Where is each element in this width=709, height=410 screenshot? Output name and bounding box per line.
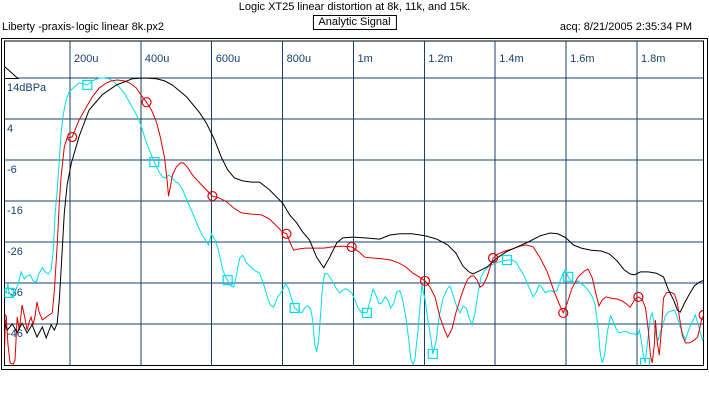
cursor-wedge-marker[interactable] — [4, 65, 20, 79]
x-tick-label: 1.8m — [641, 53, 665, 65]
outer-frame — [1, 38, 708, 370]
circle-marker — [698, 309, 704, 321]
circle-marker — [281, 228, 292, 239]
file-name: logic linear 8k.px2 — [76, 21, 165, 33]
square-marker — [361, 307, 373, 319]
analytic-signal-button[interactable]: Analytic Signal — [312, 15, 397, 30]
markers-red-trace — [4, 97, 704, 323]
square-marker — [149, 156, 160, 168]
square-marker — [82, 79, 93, 91]
circle-marker — [141, 97, 152, 108]
plot-frame — [4, 40, 704, 366]
square-marker — [4, 287, 15, 298]
x-tick-label: 1.2m — [428, 53, 452, 65]
trace-black-trace — [4, 77, 704, 340]
x-tick-label: 1m — [357, 53, 372, 65]
y-tick-label: -16 — [7, 205, 23, 217]
plot-title: Logic XT25 linear distortion at 8k, 11k,… — [238, 1, 471, 13]
square-marker — [640, 357, 651, 366]
y-tick-label: 14dBPa — [7, 82, 47, 94]
x-tick-label: 600u — [216, 53, 240, 65]
circle-marker — [633, 291, 644, 303]
x-tick-label: 1.4m — [499, 53, 523, 65]
y-tick-label: -6 — [7, 164, 17, 176]
x-tick-label: 200u — [74, 53, 98, 65]
square-marker — [501, 254, 513, 266]
circle-marker — [4, 313, 8, 323]
y-tick-label: -26 — [7, 246, 23, 258]
x-tick-label: 400u — [145, 53, 169, 65]
square-marker — [289, 302, 300, 314]
x-tick-label: 1.6m — [570, 53, 594, 65]
square-marker — [563, 271, 574, 282]
markers-cyan-trace — [4, 79, 651, 366]
circle-marker — [558, 307, 569, 319]
app-label: Liberty -praxis- — [2, 21, 75, 33]
y-tick-label: -46 — [7, 328, 23, 340]
tick-labels: 200u 400u 600u 800u 1m 1.2m 1.4m 1.6m 1.8m 14dBPa… — [7, 53, 665, 340]
circle-marker — [346, 241, 357, 253]
trace-red-trace — [4, 79, 704, 365]
traces — [4, 77, 704, 366]
square-marker — [222, 275, 233, 286]
circle-marker — [207, 190, 218, 202]
circle-marker — [487, 252, 499, 264]
x-tick-label: 800u — [287, 53, 311, 65]
circle-marker — [67, 131, 78, 143]
circle-marker — [419, 275, 431, 287]
plot-area[interactable]: 200u 400u 600u 800u 1m 1.2m 1.4m 1.6m 1.8m 14dBPa… — [0, 0, 709, 375]
square-marker — [427, 348, 438, 360]
trace-cyan-trace — [4, 77, 704, 366]
acquisition-timestamp: acq: 8/21/2005 2:35:34 PM — [559, 21, 692, 33]
y-tick-label: 4 — [7, 123, 13, 135]
